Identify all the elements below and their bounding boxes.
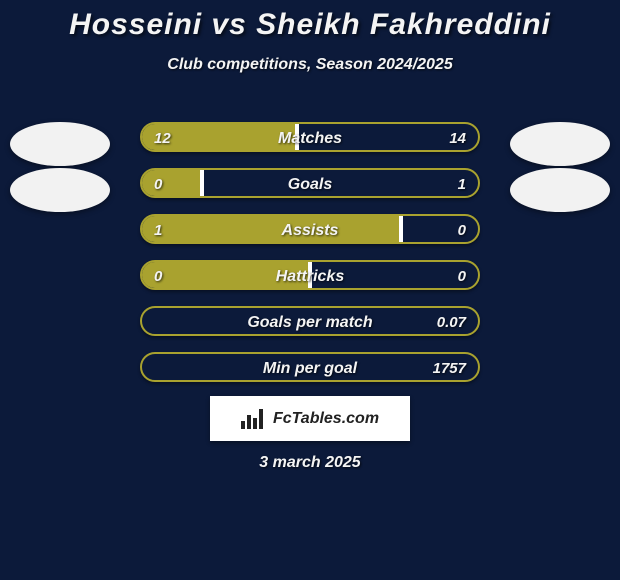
value-left: 0 bbox=[142, 262, 174, 290]
bar-track: 10Assists bbox=[140, 214, 480, 244]
bar-track: 0.07Goals per match bbox=[140, 306, 480, 336]
value-right: 0 bbox=[446, 262, 478, 290]
metric-row: 10Assists bbox=[0, 200, 620, 246]
bar-track: 1757Min per goal bbox=[140, 352, 480, 382]
bar-divider bbox=[200, 170, 204, 198]
subtitle: Club competitions, Season 2024/2025 bbox=[0, 56, 620, 74]
value-right: 0.07 bbox=[425, 308, 478, 336]
value-right: 1757 bbox=[421, 354, 478, 382]
value-left: 12 bbox=[142, 124, 183, 152]
metric-row: 00Hattricks bbox=[0, 246, 620, 292]
metric-row: 1214Matches bbox=[0, 108, 620, 154]
chart-area: 1214Matches01Goals10Assists00Hattricks0.… bbox=[0, 108, 620, 384]
bar-track: 1214Matches bbox=[140, 122, 480, 152]
bar-left-fill bbox=[142, 216, 401, 244]
value-left: 1 bbox=[142, 216, 174, 244]
bar-divider bbox=[295, 124, 299, 152]
brand-text: FcTables.com bbox=[273, 410, 379, 428]
brand-bars-icon bbox=[241, 409, 267, 429]
metric-row: 01Goals bbox=[0, 154, 620, 200]
value-left bbox=[142, 308, 166, 336]
bar-divider bbox=[399, 216, 403, 244]
value-right: 0 bbox=[446, 216, 478, 244]
bar-track: 01Goals bbox=[140, 168, 480, 198]
metric-row: 0.07Goals per match bbox=[0, 292, 620, 338]
bar-track: 00Hattricks bbox=[140, 260, 480, 290]
value-left: 0 bbox=[142, 170, 174, 198]
metric-row: 1757Min per goal bbox=[0, 338, 620, 384]
comparison-card: Hosseini vs Sheikh Fakhreddini Club comp… bbox=[0, 0, 620, 580]
value-right: 1 bbox=[446, 170, 478, 198]
brand-badge: FcTables.com bbox=[210, 396, 410, 441]
page-title: Hosseini vs Sheikh Fakhreddini bbox=[0, 0, 620, 42]
date-label: 3 march 2025 bbox=[0, 454, 620, 472]
value-left bbox=[142, 354, 166, 382]
value-right: 14 bbox=[437, 124, 478, 152]
bar-divider bbox=[308, 262, 312, 290]
